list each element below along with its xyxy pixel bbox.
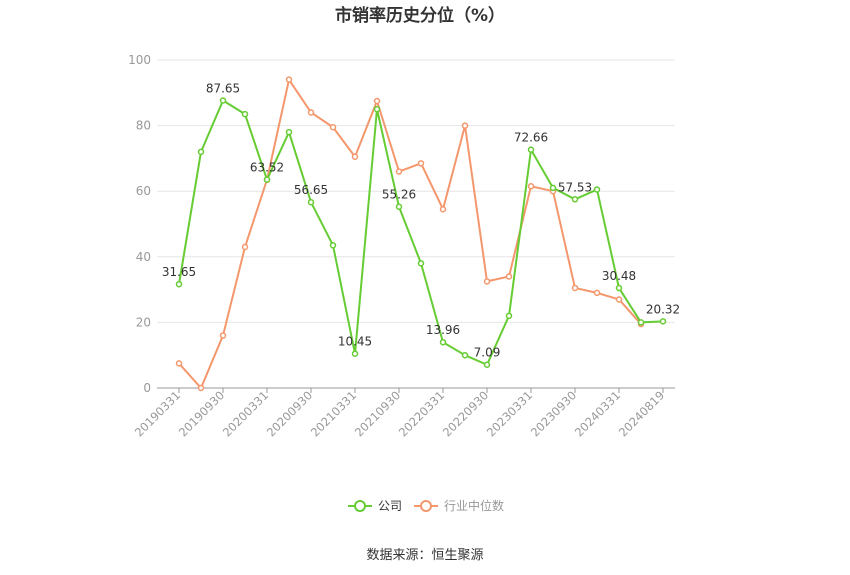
data-point (175, 280, 183, 288)
y-tick-label: 0 (143, 381, 151, 395)
series-layer (175, 76, 667, 392)
legend-marker (420, 500, 432, 512)
y-tick-label: 100 (128, 53, 151, 67)
x-tick-label: 20230930 (528, 388, 579, 439)
x-tick-label: 20230331 (484, 388, 535, 439)
legend-label: 公司 (378, 499, 402, 513)
data-label: 87.65 (206, 82, 240, 96)
data-point (285, 128, 293, 136)
data-point (659, 318, 667, 325)
x-tick-label: 20240331 (572, 388, 623, 439)
data-point (593, 186, 601, 193)
data-point (637, 319, 645, 326)
data-label: 63.52 (250, 161, 284, 175)
data-label: 57.53 (558, 180, 592, 194)
legend-label: 行业中位数 (444, 498, 504, 513)
x-tick-label: 20190331 (132, 388, 183, 439)
data-label: 56.65 (294, 183, 328, 197)
data-point (219, 332, 227, 339)
data-point (505, 273, 513, 280)
data-label: 31.65 (162, 265, 196, 279)
data-labels: 31.65 87.65 63.52 56.65 10.45 55.26 13.96 7.09 7… (162, 82, 680, 360)
x-tick-label: 20210331 (308, 388, 359, 439)
data-point (549, 184, 557, 192)
data-point (263, 176, 271, 183)
x-tick-label: 20220930 (440, 388, 491, 439)
series-line-0 (178, 99, 664, 366)
y-tick-label: 80 (136, 119, 151, 133)
legend[interactable]: 公司 行业中位数 (348, 498, 504, 513)
data-label: 72.66 (514, 131, 548, 145)
data-label: 20.32 (646, 302, 680, 316)
y-tick-label: 60 (136, 184, 151, 198)
y-tick-label: 40 (136, 250, 151, 264)
data-label: 30.48 (602, 269, 636, 283)
data-point (527, 146, 535, 153)
data-point (417, 160, 425, 167)
series-line-1 (178, 78, 642, 389)
data-point (461, 351, 469, 359)
data-point (417, 260, 425, 267)
data-point (351, 153, 359, 161)
data-point (373, 105, 381, 113)
x-axis: 2019033120190930202003312020093020210331… (132, 387, 675, 440)
y-tick-label: 20 (136, 315, 151, 329)
data-point (615, 296, 623, 303)
data-point (571, 196, 579, 203)
data-point (241, 110, 249, 118)
data-point (571, 284, 579, 292)
data-point (175, 360, 183, 367)
data-point (527, 183, 535, 190)
y-axis: 0 20 40 60 80 100 (128, 53, 151, 395)
data-point (483, 361, 491, 368)
x-tick-label: 20200331 (220, 388, 271, 439)
data-point (197, 384, 205, 392)
data-point (615, 284, 623, 292)
data-point (461, 122, 469, 129)
data-point (505, 312, 513, 320)
data-point (351, 350, 359, 357)
data-point (307, 109, 315, 116)
data-point (285, 76, 293, 83)
x-tick-label: 20220331 (396, 388, 447, 439)
data-point (329, 242, 337, 249)
data-point (241, 243, 249, 251)
x-tick-label: 20200930 (264, 388, 315, 439)
chart-title: 市销率历史分位（%） (335, 5, 505, 26)
data-point (439, 205, 447, 213)
legend-item[interactable]: 行业中位数 (414, 498, 504, 513)
data-point (483, 278, 491, 285)
data-point (593, 289, 601, 297)
data-label: 13.96 (426, 323, 460, 337)
data-point (373, 97, 381, 105)
legend-marker (354, 500, 366, 512)
data-point (329, 123, 337, 131)
data-point (197, 148, 205, 156)
legend-item[interactable]: 公司 (348, 499, 402, 513)
data-label: 55.26 (382, 188, 416, 202)
data-point (395, 203, 403, 210)
data-point (439, 338, 447, 346)
source-note: 数据来源：恒生聚源 (366, 548, 483, 563)
x-tick-label: 20210930 (352, 388, 403, 439)
data-point (307, 198, 315, 206)
data-label: 7.09 (474, 346, 501, 360)
data-label: 10.45 (338, 335, 372, 349)
data-point (219, 97, 227, 104)
x-tick-label: 20190930 (176, 388, 227, 439)
data-point (395, 168, 403, 175)
x-tick-label: 20240819 (616, 388, 667, 439)
